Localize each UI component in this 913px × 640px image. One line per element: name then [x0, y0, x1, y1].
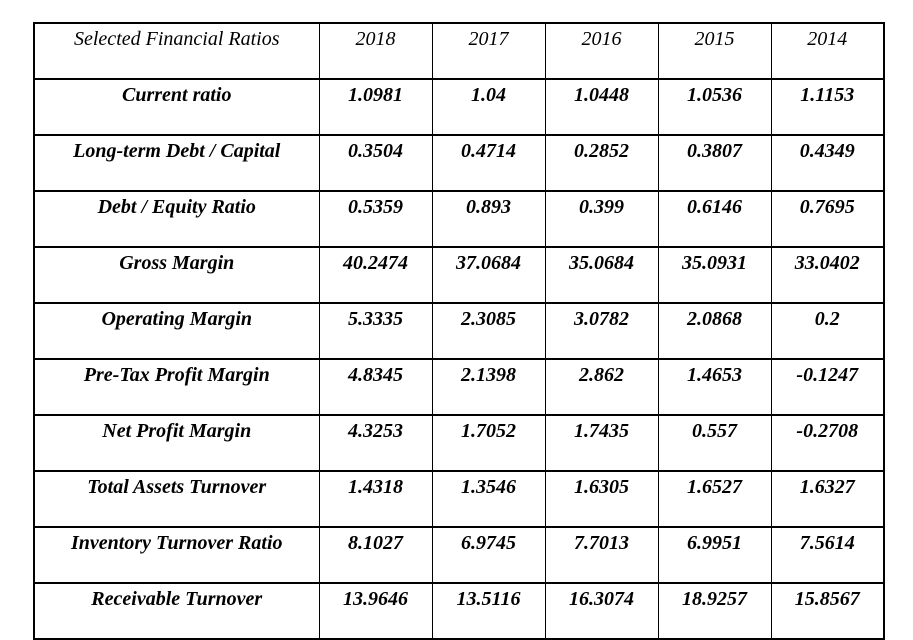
table-row: Pre-Tax Profit Margin 4.8345 2.1398 2.862 1.… [33, 358, 885, 416]
value-cell: 0.4349 [770, 134, 885, 192]
value-cell: 35.0684 [544, 246, 659, 304]
value-cell: 1.4653 [657, 358, 772, 416]
value-cell: 18.9257 [657, 582, 772, 640]
value-cell: -0.2708 [770, 414, 885, 472]
header-year-cell-2016: 2016 [544, 22, 659, 80]
value-cell: 1.04 [431, 78, 546, 136]
row-label-cell: Receivable Turnover [33, 582, 320, 640]
value-cell: 35.0931 [657, 246, 772, 304]
value-cell: 6.9745 [431, 526, 546, 584]
value-cell: 1.6305 [544, 470, 659, 528]
value-cell: 37.0684 [431, 246, 546, 304]
row-label-cell: Operating Margin [33, 302, 320, 360]
value-cell: 7.7013 [544, 526, 659, 584]
table-row: Net Profit Margin 4.3253 1.7052 1.7435 0.557… [33, 414, 885, 472]
value-cell: 1.0981 [318, 78, 433, 136]
value-cell: 13.9646 [318, 582, 433, 640]
row-label-cell: Current ratio [33, 78, 320, 136]
value-cell: 1.6527 [657, 470, 772, 528]
financial-ratios-table: Selected Financial Ratios 2018 2017 2016 201… [33, 22, 885, 640]
table-row: Current ratio 1.0981 1.04 1.0448 1.0536 1.115… [33, 78, 885, 136]
value-cell: 15.8567 [770, 582, 885, 640]
value-cell: -0.1247 [770, 358, 885, 416]
row-label-cell: Debt / Equity Ratio [33, 190, 320, 248]
table-row: Receivable Turnover 13.9646 13.5116 16.3074… [33, 582, 885, 640]
value-cell: 4.8345 [318, 358, 433, 416]
value-cell: 1.7052 [431, 414, 546, 472]
value-cell: 7.5614 [770, 526, 885, 584]
value-cell: 1.6327 [770, 470, 885, 528]
value-cell: 6.9951 [657, 526, 772, 584]
value-cell: 1.4318 [318, 470, 433, 528]
value-cell: 1.7435 [544, 414, 659, 472]
row-label-cell: Inventory Turnover Ratio [33, 526, 320, 584]
header-title-cell: Selected Financial Ratios [33, 22, 320, 80]
value-cell: 40.2474 [318, 246, 433, 304]
header-year-cell-2015: 2015 [657, 22, 772, 80]
value-cell: 1.1153 [770, 78, 885, 136]
value-cell: 0.893 [431, 190, 546, 248]
value-cell: 3.0782 [544, 302, 659, 360]
value-cell: 4.3253 [318, 414, 433, 472]
value-cell: 1.0536 [657, 78, 772, 136]
table-header-row: Selected Financial Ratios 2018 2017 2016 201… [33, 22, 885, 80]
row-label-cell: Gross Margin [33, 246, 320, 304]
value-cell: 5.3335 [318, 302, 433, 360]
value-cell: 2.0868 [657, 302, 772, 360]
value-cell: 0.3807 [657, 134, 772, 192]
table-header: Selected Financial Ratios 2018 2017 2016 201… [33, 22, 885, 80]
table-row: Operating Margin 5.3335 2.3085 3.0782 2.0868… [33, 302, 885, 360]
value-cell: 2.862 [544, 358, 659, 416]
table-row: Long-term Debt / Capital 0.3504 0.4714 0.28… [33, 134, 885, 192]
table-row: Total Assets Turnover 1.4318 1.3546 1.6305 1… [33, 470, 885, 528]
value-cell: 8.1027 [318, 526, 433, 584]
value-cell: 0.557 [657, 414, 772, 472]
value-cell: 0.3504 [318, 134, 433, 192]
value-cell: 2.3085 [431, 302, 546, 360]
value-cell: 0.399 [544, 190, 659, 248]
value-cell: 33.0402 [770, 246, 885, 304]
row-label-cell: Pre-Tax Profit Margin [33, 358, 320, 416]
value-cell: 16.3074 [544, 582, 659, 640]
header-year-cell-2014: 2014 [770, 22, 885, 80]
table-body: Current ratio 1.0981 1.04 1.0448 1.0536 1.115… [33, 78, 885, 640]
value-cell: 0.2852 [544, 134, 659, 192]
table-row: Inventory Turnover Ratio 8.1027 6.9745 7.70… [33, 526, 885, 584]
value-cell: 13.5116 [431, 582, 546, 640]
table-row: Debt / Equity Ratio 0.5359 0.893 0.399 0.614… [33, 190, 885, 248]
value-cell: 1.0448 [544, 78, 659, 136]
value-cell: 1.3546 [431, 470, 546, 528]
value-cell: 0.5359 [318, 190, 433, 248]
value-cell: 0.4714 [431, 134, 546, 192]
table-row: Gross Margin 40.2474 37.0684 35.0684 35.0931… [33, 246, 885, 304]
row-label-cell: Total Assets Turnover [33, 470, 320, 528]
header-year-cell-2018: 2018 [318, 22, 433, 80]
value-cell: 0.2 [770, 302, 885, 360]
value-cell: 0.6146 [657, 190, 772, 248]
value-cell: 2.1398 [431, 358, 546, 416]
row-label-cell: Net Profit Margin [33, 414, 320, 472]
row-label-cell: Long-term Debt / Capital [33, 134, 320, 192]
header-year-cell-2017: 2017 [431, 22, 546, 80]
value-cell: 0.7695 [770, 190, 885, 248]
